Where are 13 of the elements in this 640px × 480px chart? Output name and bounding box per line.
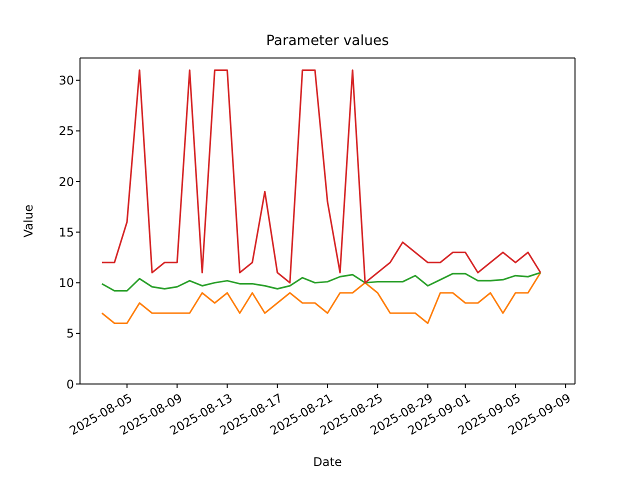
line-series	[101, 272, 542, 324]
y-tick-label: 0	[66, 377, 74, 392]
y-tick-label: 30	[58, 74, 74, 88]
line-series	[101, 69, 542, 284]
x-axis-title: Date	[313, 455, 342, 469]
y-tick-label: 10	[58, 276, 74, 290]
y-tick-label: 25	[58, 124, 74, 138]
chart-title: Parameter values	[265, 33, 390, 50]
y-tick-label: 15	[58, 225, 74, 240]
y-tick-label: 20	[58, 174, 74, 189]
line-series	[101, 272, 542, 292]
y-tick-label: 5	[66, 326, 74, 341]
y-axis-title: Value	[21, 204, 36, 238]
